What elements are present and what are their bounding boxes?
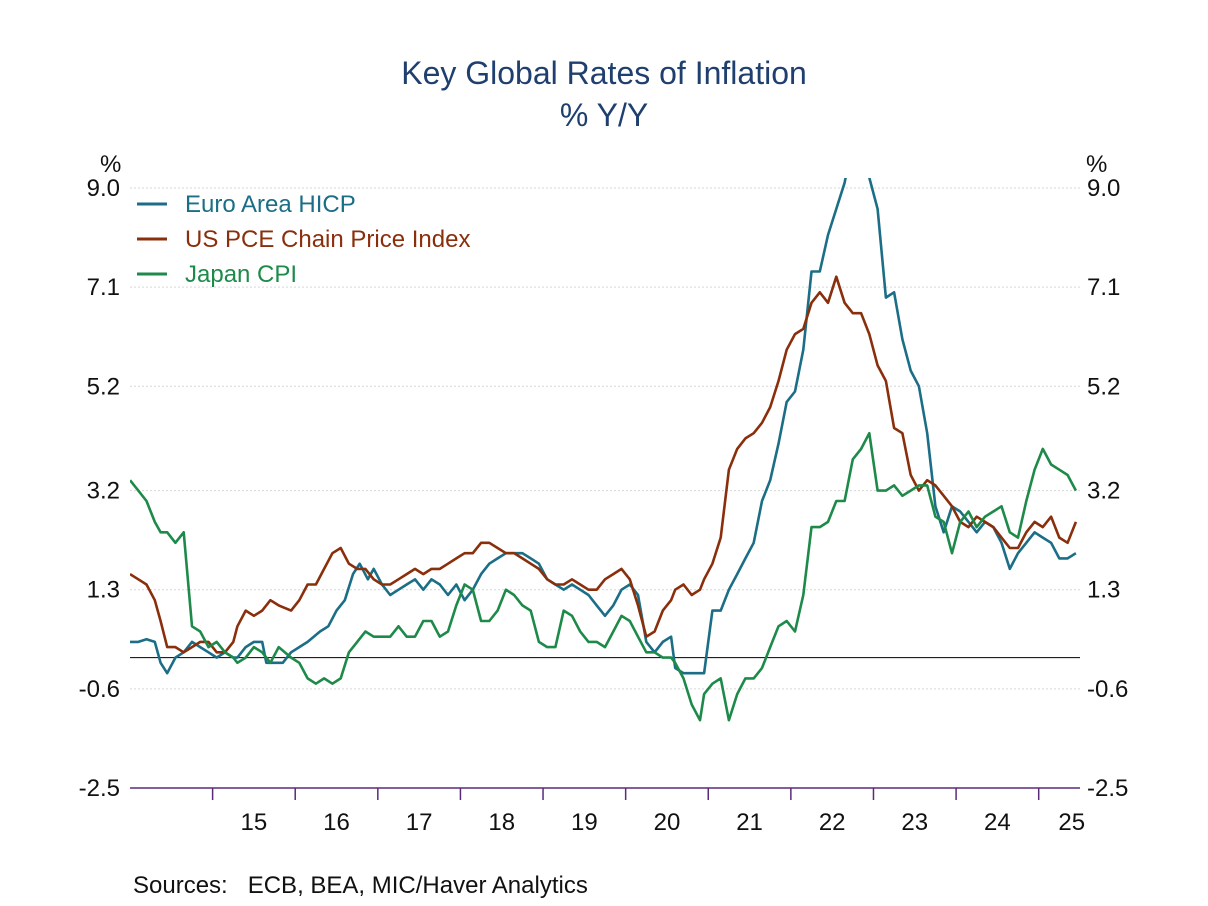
y-axis-ticks: 9.0 9.0 7.1 7.1 5.2 5.2 3.2 3.2 1.3 1.3 -0.6 -0.6 -2… xyxy=(79,175,1129,802)
x-tick-label: 19 xyxy=(571,809,598,836)
y-tick-label-right: 1.3 xyxy=(1087,577,1120,604)
legend-label: US PCE Chain Price Index xyxy=(185,226,470,253)
legend: Euro Area HICP US PCE Chain Price Index Ja… xyxy=(137,191,470,288)
y-tick-label-left: 5.2 xyxy=(87,373,120,400)
y-tick-label-left: -2.5 xyxy=(79,775,120,802)
series-lines xyxy=(130,178,1078,722)
legend-label: Japan CPI xyxy=(185,261,297,288)
chart-title: Key Global Rates of Inflation xyxy=(401,55,807,91)
y-axis-unit-right: % xyxy=(1086,151,1107,178)
legend-label: Euro Area HICP xyxy=(185,191,356,218)
x-tick-label: 22 xyxy=(819,809,846,836)
x-tick-label: 15 xyxy=(241,809,268,836)
y-tick-label-right: 9.0 xyxy=(1087,175,1120,202)
y-tick-label-right: -0.6 xyxy=(1087,676,1128,703)
y-tick-label-left: 3.2 xyxy=(87,478,120,505)
sources-note: Sources: ECB, BEA, MIC/Haver Analytics xyxy=(133,872,588,899)
series-line-japan-cpi xyxy=(130,431,1078,722)
x-tick-label: 18 xyxy=(488,809,515,836)
series-line-euro-area-hicp xyxy=(130,178,1077,675)
x-tick-label: 25 xyxy=(1058,809,1085,836)
x-axis: 15 16 17 18 19 20 21 22 23 24 25 xyxy=(130,787,1085,836)
y-tick-label-left: 7.1 xyxy=(87,274,120,301)
x-tick-label: 16 xyxy=(323,809,350,836)
y-tick-label-left: 9.0 xyxy=(87,175,120,202)
y-tick-label-right: 7.1 xyxy=(1087,274,1120,301)
y-tick-label-right: 3.2 xyxy=(1087,478,1120,505)
y-tick-label-right: 5.2 xyxy=(1087,373,1120,400)
series-line-us-pce-chain-price-index xyxy=(130,275,1078,654)
x-tick-label: 21 xyxy=(736,809,763,836)
chart-subtitle: % Y/Y xyxy=(560,97,648,133)
y-axis-unit-left: % xyxy=(100,151,121,178)
y-tick-label-left: -0.6 xyxy=(79,676,120,703)
x-tick-label: 20 xyxy=(654,809,681,836)
x-tick-label: 17 xyxy=(406,809,433,836)
y-tick-label-left: 1.3 xyxy=(87,577,120,604)
y-tick-label-right: -2.5 xyxy=(1087,775,1128,802)
x-tick-label: 23 xyxy=(901,809,928,836)
x-tick-label: 24 xyxy=(984,809,1011,836)
